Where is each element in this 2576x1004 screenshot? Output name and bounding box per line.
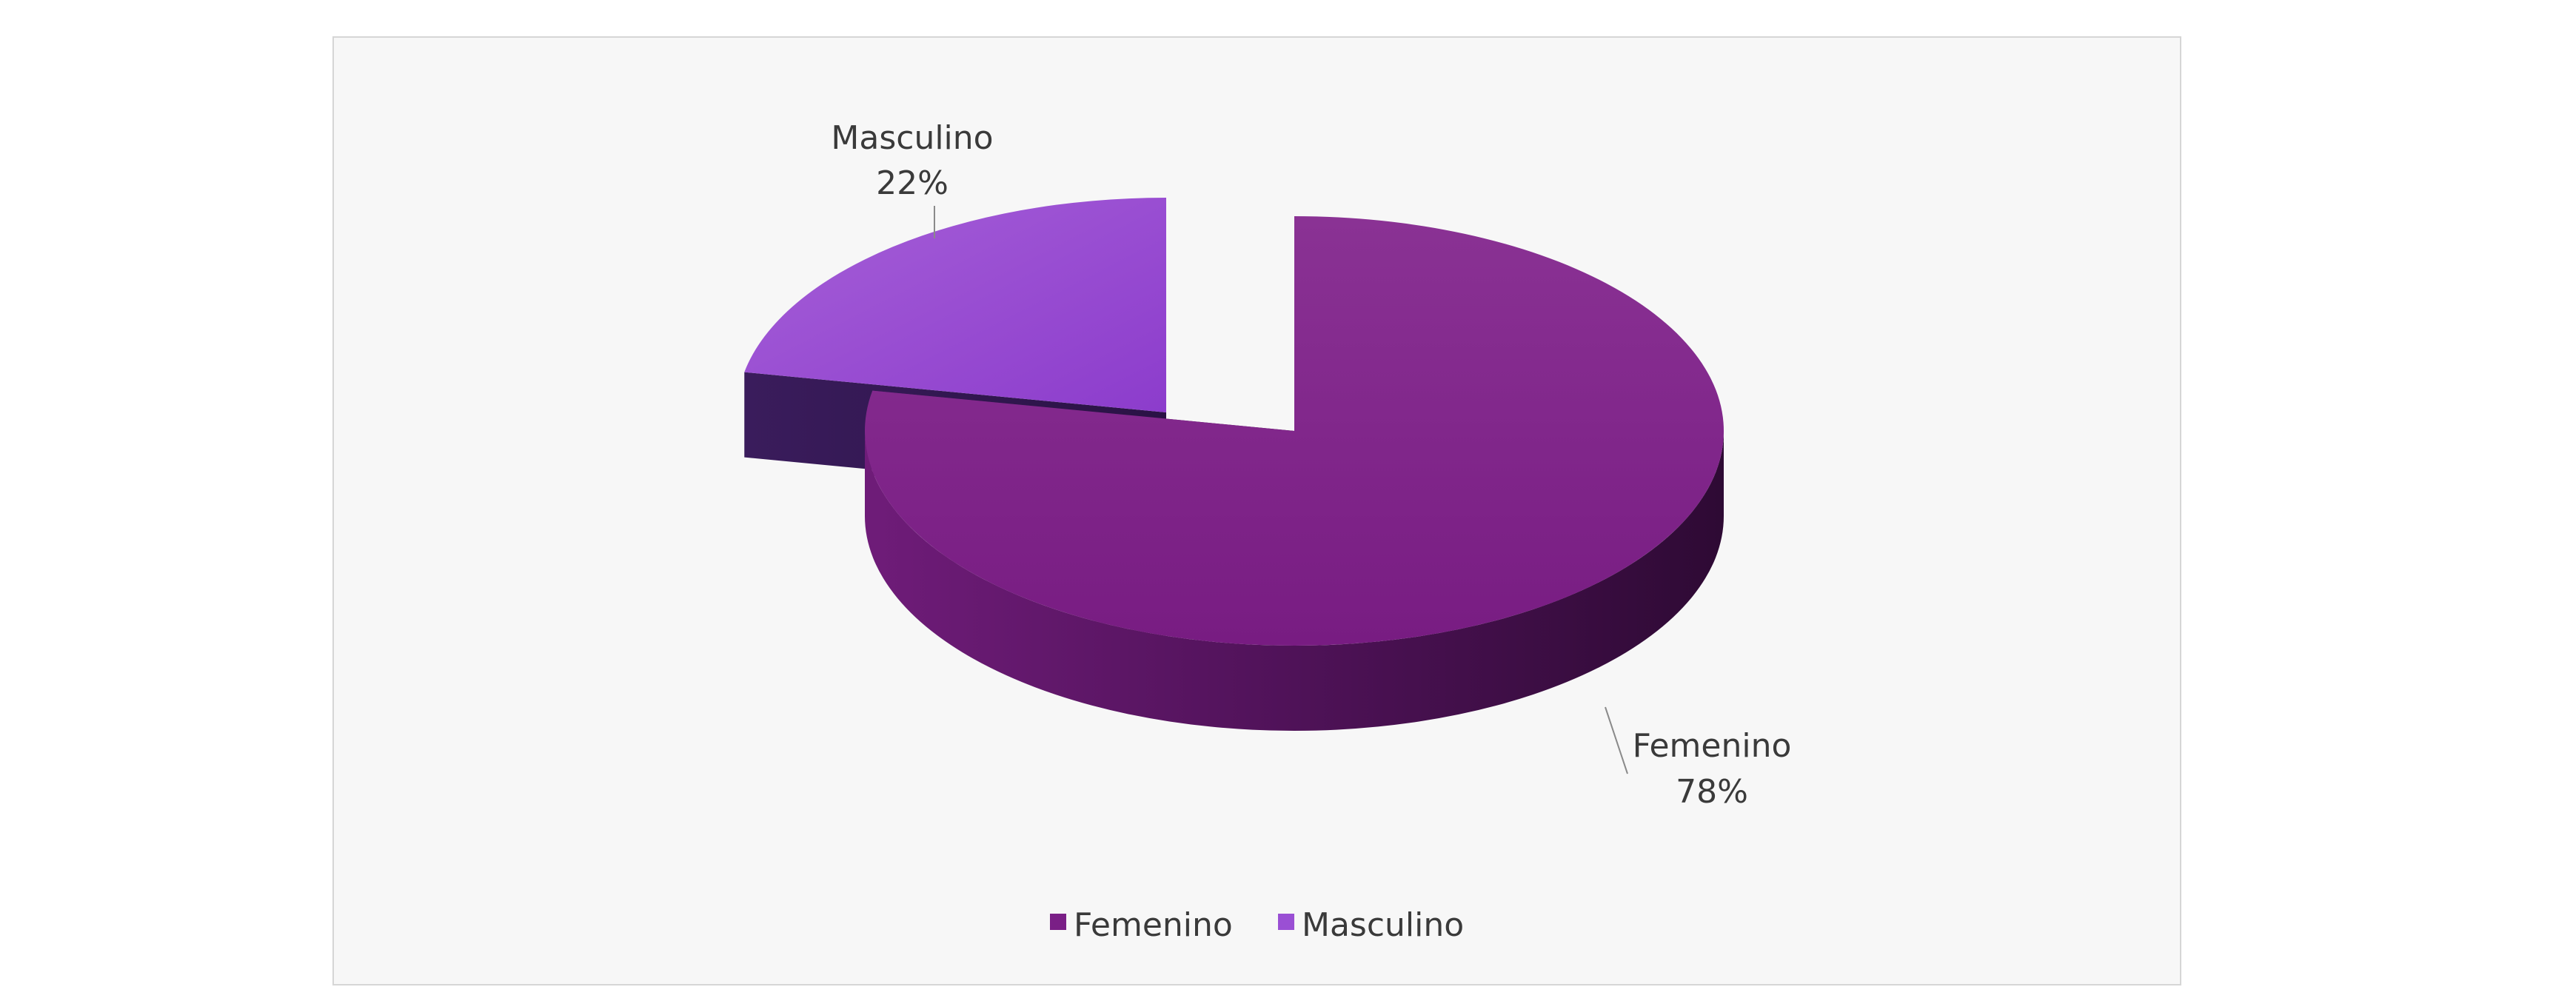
legend-label-femenino: Femenino	[1074, 906, 1233, 944]
data-label-category-masculino: Masculino	[831, 119, 993, 157]
data-label-value-femenino: 78%	[1676, 773, 1748, 811]
legend-swatch-masculino	[1278, 914, 1294, 930]
leader-line-femenino	[1605, 706, 1628, 774]
pie-slice-femenino	[865, 216, 1724, 731]
data-label-value-masculino: 22%	[876, 164, 949, 202]
data-label-category-femenino: Femenino	[1633, 727, 1792, 765]
legend-label-masculino: Masculino	[1302, 906, 1464, 944]
legend-swatch-femenino	[1050, 914, 1066, 930]
